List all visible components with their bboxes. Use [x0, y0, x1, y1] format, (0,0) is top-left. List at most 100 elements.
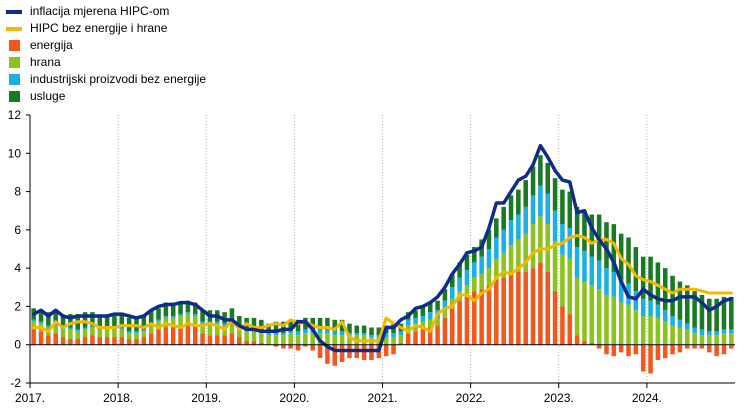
bar-energija-2024-04	[670, 344, 675, 355]
legend-label-industrijski: industrijski proizvodi bez energije	[30, 72, 207, 86]
bar-industrijski-2024-10	[714, 331, 719, 336]
bar-industrijski-2022-03	[486, 249, 492, 269]
bar-usluge-2023-11	[633, 247, 639, 292]
bar-industrijski-2024-06	[684, 323, 690, 330]
bar-hrana-2022-04	[494, 258, 499, 280]
bar-usluge-2019-11	[281, 321, 286, 334]
bar-energija-2024-06	[684, 344, 690, 349]
bar-hrana-2024-05	[677, 327, 683, 345]
bar-hrana-2019-08	[259, 333, 264, 343]
bar-energija-2019-02	[214, 335, 220, 345]
bar-usluge-2021-12	[464, 254, 470, 271]
bar-industrijski-2024-02	[655, 304, 661, 318]
bar-industrijski-2017-01	[31, 319, 36, 322]
bar-usluge-2024-07	[692, 291, 697, 328]
bar-usluge-2020-08	[347, 323, 352, 334]
y-tick-label: 6	[14, 223, 21, 237]
bar-energija-2024-01	[648, 344, 653, 374]
bar-hrana-2023-02	[567, 258, 573, 315]
bar-industrijski-2018-06	[156, 319, 161, 322]
bar-hrana-2022-05	[501, 252, 506, 278]
bar-usluge-2022-07	[516, 189, 521, 215]
bar-usluge-2022-08	[523, 180, 528, 207]
legend-item-hicp: inflacija mjerena HIPC-om	[6, 3, 206, 20]
bar-industrijski-2018-01	[119, 327, 125, 330]
legend-item-core: HIPC bez energije i hrane	[6, 20, 206, 37]
bar-usluge-2021-07	[427, 302, 433, 313]
bar-hrana-2017-05	[60, 329, 66, 338]
bar-industrijski-2018-12	[200, 321, 205, 324]
bar-industrijski-2019-11	[281, 333, 286, 336]
bar-energija-2021-11	[457, 300, 462, 345]
legend-swatch-core	[6, 26, 22, 31]
line-core	[32, 234, 733, 343]
bar-hrana-2022-06	[508, 245, 514, 274]
bar-energija-2023-05	[589, 342, 595, 345]
bar-usluge-2017-05	[60, 316, 66, 328]
bar-hrana-2023-01	[560, 254, 565, 307]
bar-hrana-2022-01	[472, 277, 477, 292]
axis-layer: -2 0 2 4 6 8 10 12 2017. 2018. 2019. 2020. 2021. 2022…	[8, 108, 735, 405]
bar-energija-2021-07	[427, 327, 433, 345]
bar-energija-2023-09	[618, 344, 624, 353]
bar-energija-2019-03	[222, 335, 227, 345]
bar-usluge-2023-02	[567, 191, 573, 228]
bar-hrana-2021-06	[420, 321, 426, 330]
bar-energija-2019-06	[244, 340, 249, 345]
bar-usluge-2017-04	[53, 312, 58, 324]
bar-hrana-2018-04	[141, 331, 147, 338]
bar-hrana-2023-06	[596, 289, 602, 345]
bar-hrana-2024-09	[707, 335, 712, 345]
bar-industrijski-2023-07	[604, 268, 609, 295]
bar-usluge-2021-09	[442, 289, 448, 301]
bar-industrijski-2023-05	[589, 256, 595, 286]
x-tick-label: 2020.	[279, 391, 309, 405]
bar-hrana-2017-06	[68, 329, 73, 339]
bar-energija-2022-06	[508, 273, 514, 345]
legend-swatch-usluge	[9, 91, 20, 102]
bar-industrijski-2019-12	[288, 331, 293, 334]
bar-industrijski-2020-04	[317, 329, 323, 334]
bar-usluge-2019-10	[273, 321, 279, 334]
bar-energija-2022-01	[472, 291, 477, 345]
bar-usluge-2022-11	[545, 162, 551, 194]
bar-hrana-2017-09	[90, 327, 95, 336]
x-tick-label: 2022.	[456, 391, 486, 405]
bar-energija-2023-06	[596, 344, 602, 349]
bar-usluge-2017-02	[38, 310, 44, 322]
bar-energija-2018-07	[163, 327, 169, 345]
legend-label-usluge: usluge	[30, 89, 66, 103]
bar-energija-2018-03	[134, 338, 139, 345]
bar-hrana-2019-10	[273, 335, 279, 345]
bar-industrijski-2020-06	[332, 331, 338, 336]
bar-energija-2018-10	[185, 323, 191, 345]
bar-hrana-2021-07	[427, 319, 433, 328]
bar-usluge-2022-12	[552, 178, 558, 211]
y-tick-label: 0	[14, 338, 21, 352]
bar-hrana-2023-10	[626, 304, 631, 345]
bar-energija-2019-11	[281, 344, 286, 349]
bar-usluge-2022-05	[501, 206, 506, 230]
bar-industrijski-2020-02	[303, 329, 308, 334]
bar-energija-2019-04	[229, 333, 235, 345]
bar-usluge-2018-09	[178, 302, 183, 315]
bar-industrijski-2017-09	[90, 325, 95, 328]
bar-industrijski-2023-11	[633, 291, 639, 311]
legend-item-industrijski: industrijski proizvodi bez energije	[6, 71, 206, 88]
bar-industrijski-2017-03	[46, 325, 51, 328]
bar-usluge-2018-08	[170, 302, 176, 316]
bar-energija-2022-05	[501, 277, 506, 345]
bar-energija-2022-03	[486, 285, 492, 345]
bar-hrana-2018-02	[126, 333, 132, 339]
bar-energija-2018-01	[119, 337, 125, 345]
bar-industrijski-2020-11	[369, 335, 374, 338]
bar-usluge-2021-05	[413, 310, 418, 318]
bar-industrijski-2018-07	[163, 316, 169, 318]
bar-hrana-2019-01	[207, 323, 213, 336]
bar-hrana-2024-02	[655, 317, 661, 345]
bar-hrana-2017-11	[104, 329, 110, 338]
bar-energija-2021-08	[435, 325, 440, 345]
bar-hrana-2024-12	[729, 333, 734, 345]
bar-energija-2018-08	[170, 327, 176, 345]
bar-hrana-2024-11	[721, 333, 727, 345]
